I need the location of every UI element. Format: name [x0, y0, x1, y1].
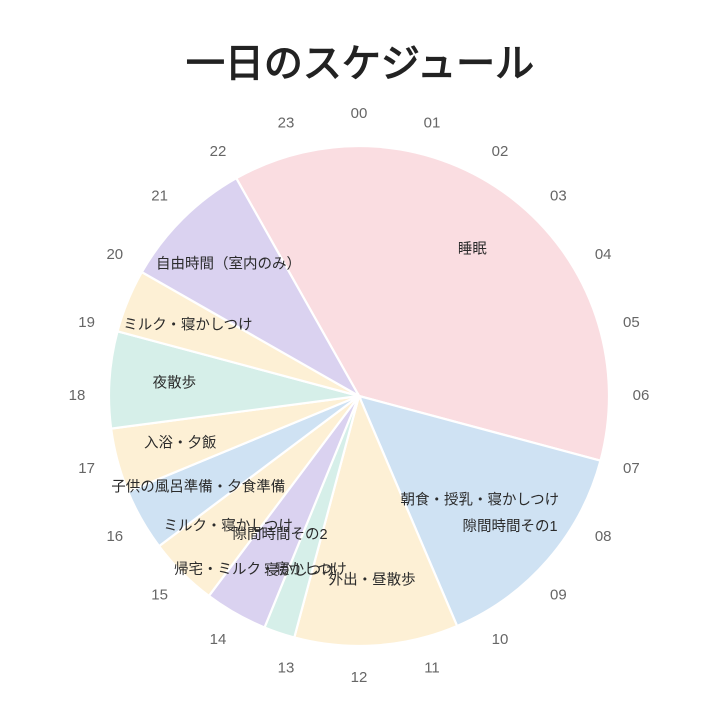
svg-text:10: 10	[492, 631, 509, 648]
svg-text:17: 17	[78, 460, 95, 477]
svg-text:21: 21	[151, 188, 168, 205]
svg-text:18: 18	[69, 387, 86, 404]
svg-text:06: 06	[633, 387, 650, 404]
svg-text:朝食・授乳・寝かしつけ: 朝食・授乳・寝かしつけ	[400, 491, 559, 509]
svg-text:19: 19	[78, 314, 95, 331]
svg-text:14: 14	[210, 631, 227, 648]
svg-text:入浴・夕飯: 入浴・夕飯	[144, 435, 217, 452]
svg-text:05: 05	[623, 314, 640, 331]
svg-text:子供の風呂準備・夕食準備: 子供の風呂準備・夕食準備	[111, 479, 285, 496]
svg-text:11: 11	[424, 659, 440, 676]
svg-text:23: 23	[278, 115, 295, 132]
svg-text:00: 00	[351, 105, 368, 122]
svg-text:08: 08	[595, 528, 612, 545]
svg-text:12: 12	[351, 669, 368, 686]
svg-text:09: 09	[550, 586, 567, 603]
svg-text:自由時間（室内のみ）: 自由時間（室内のみ）	[156, 256, 301, 273]
svg-text:帰宅・ミルク・寝かしつけ: 帰宅・ミルク・寝かしつけ	[174, 560, 347, 578]
svg-text:夜散歩: 夜散歩	[153, 375, 197, 392]
svg-text:01: 01	[424, 115, 441, 132]
svg-text:02: 02	[492, 143, 509, 160]
svg-text:13: 13	[278, 659, 295, 676]
svg-text:15: 15	[151, 586, 168, 603]
svg-text:20: 20	[106, 246, 123, 263]
svg-text:睡眠: 睡眠	[458, 241, 487, 258]
svg-text:ミルク・寝かしつけ: ミルク・寝かしつけ	[123, 316, 252, 334]
svg-text:04: 04	[595, 246, 612, 263]
svg-text:22: 22	[210, 143, 227, 160]
svg-text:03: 03	[550, 188, 567, 205]
svg-text:07: 07	[623, 460, 640, 477]
svg-text:ミルク・寝かしつけ: ミルク・寝かしつけ	[164, 517, 293, 535]
svg-text:隙間時間その1: 隙間時間その1	[463, 518, 558, 535]
svg-text:16: 16	[106, 528, 123, 545]
